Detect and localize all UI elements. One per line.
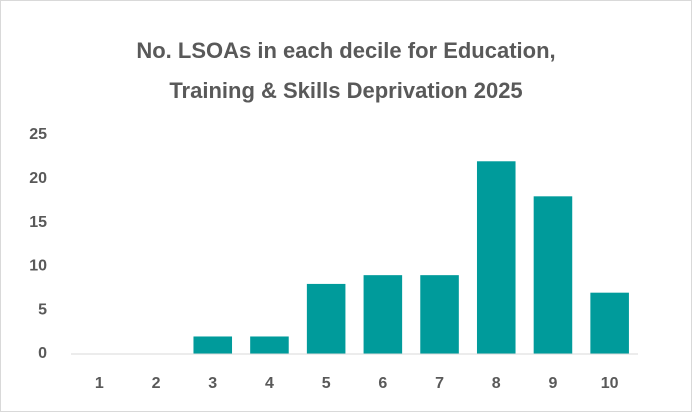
x-tick-label: 4 [265, 375, 274, 392]
bar [193, 336, 233, 354]
x-tick-label: 3 [208, 375, 217, 392]
chart-title: No. LSOAs in each decile for Education, … [136, 38, 556, 103]
x-tick-label: 7 [435, 375, 444, 392]
bar [306, 283, 346, 354]
x-tick-label: 6 [378, 375, 387, 392]
y-tick-label: 10 [29, 258, 47, 275]
y-tick-label: 20 [29, 170, 47, 187]
x-tick-label: 8 [492, 375, 501, 392]
y-tick-label: 25 [29, 126, 47, 143]
bar [250, 336, 289, 354]
x-tick-label: 9 [548, 375, 557, 392]
x-tick-label: 2 [152, 375, 161, 392]
bar [533, 196, 573, 354]
y-tick-label: 15 [29, 214, 47, 231]
bar [420, 275, 459, 354]
bar [590, 292, 629, 354]
bar [363, 275, 403, 354]
y-tick-label: 5 [38, 301, 47, 318]
x-tick-label: 1 [95, 375, 104, 392]
y-tick-label: 0 [38, 345, 47, 362]
x-tick-label: 10 [601, 375, 619, 392]
x-tick-label: 5 [322, 375, 331, 392]
bar [476, 161, 516, 354]
